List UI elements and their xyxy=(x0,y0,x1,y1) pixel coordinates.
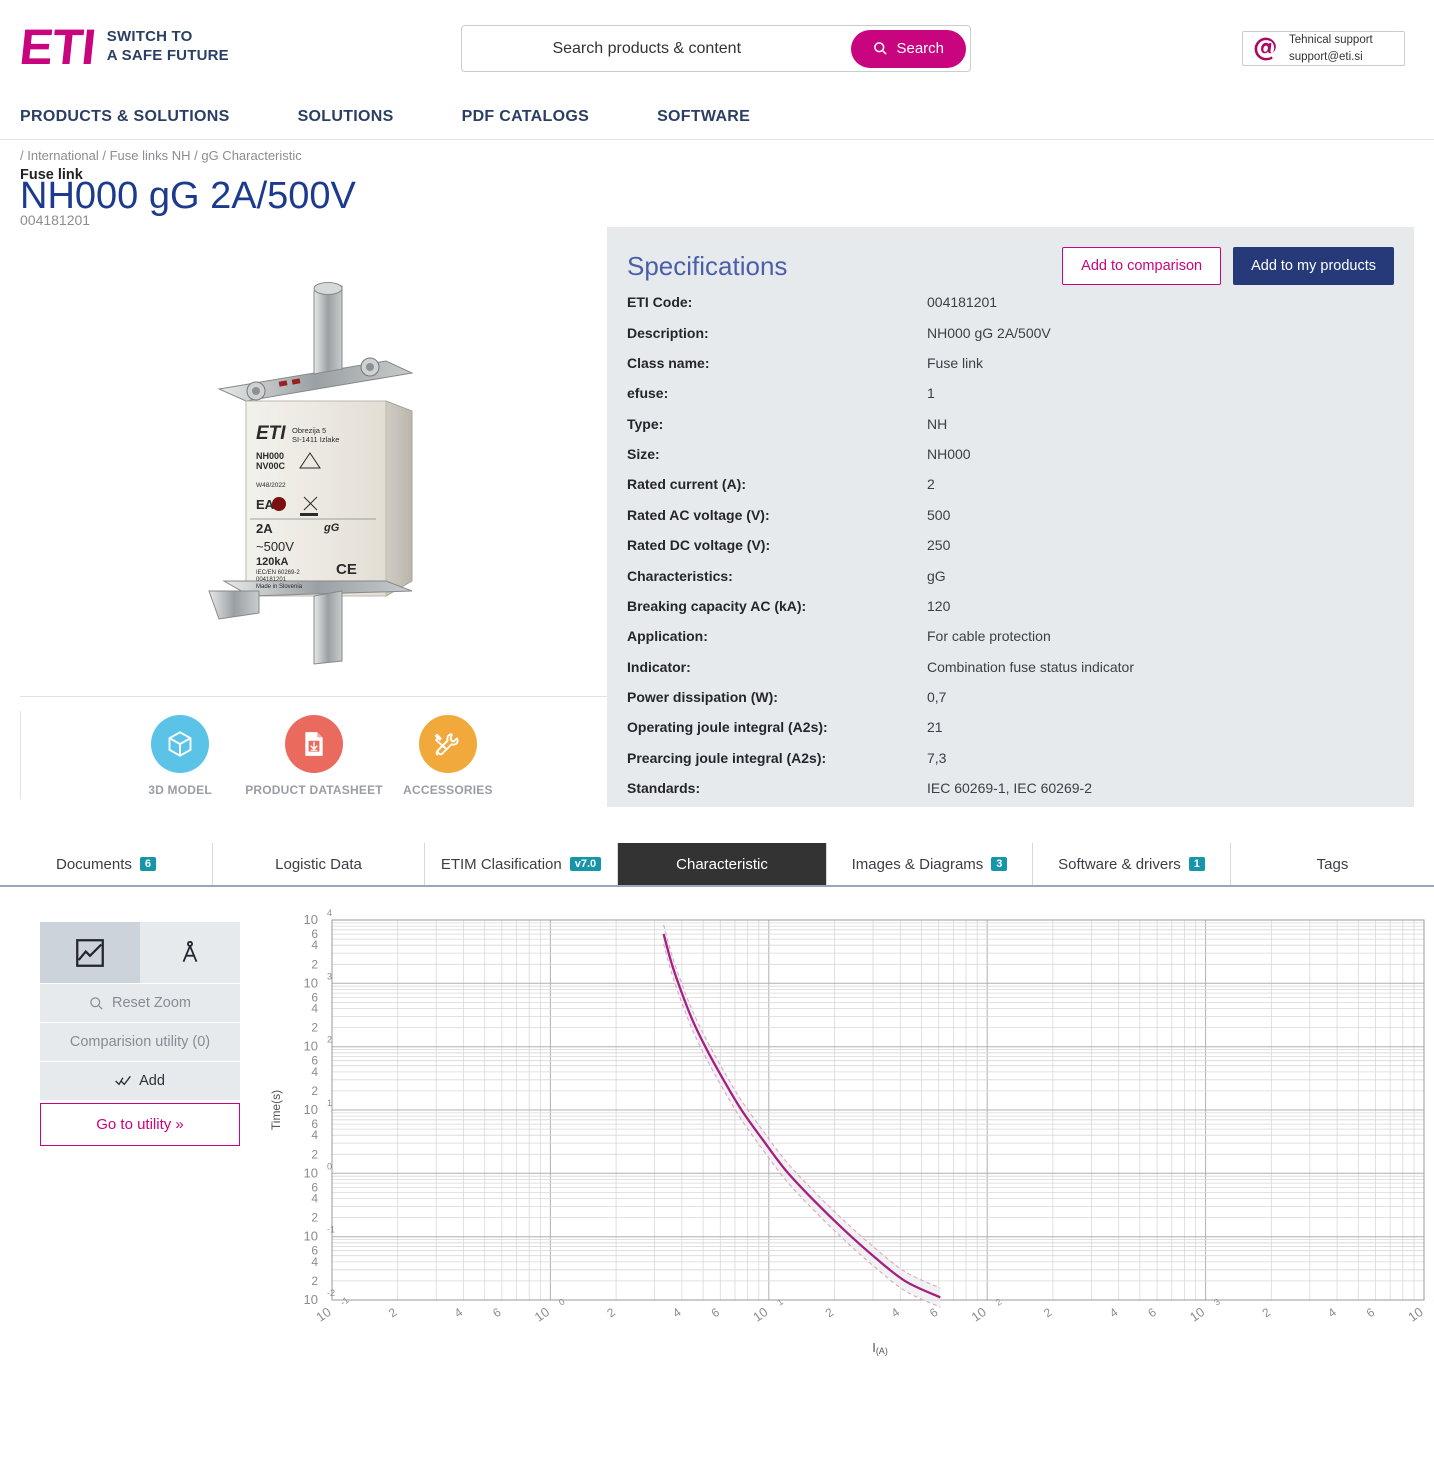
svg-text:IEC/EN 60269-2: IEC/EN 60269-2 xyxy=(256,570,300,576)
svg-text:4: 4 xyxy=(670,1305,684,1320)
svg-text:10: 10 xyxy=(304,1165,318,1180)
svg-text:10: 10 xyxy=(1405,1304,1425,1325)
svg-text:-1: -1 xyxy=(327,1225,335,1235)
svg-text:6: 6 xyxy=(311,1244,318,1258)
svg-text:10: 10 xyxy=(304,1229,318,1244)
svg-text:2: 2 xyxy=(1041,1305,1055,1320)
svg-text:6: 6 xyxy=(709,1305,723,1320)
svg-text:2: 2 xyxy=(311,1211,318,1225)
svg-text:10: 10 xyxy=(304,912,318,927)
svg-text:2A: 2A xyxy=(256,521,273,536)
svg-text:2: 2 xyxy=(604,1305,618,1320)
svg-text:10: 10 xyxy=(1187,1304,1207,1325)
svg-text:10: 10 xyxy=(304,975,318,990)
svg-text:CE: CE xyxy=(336,561,357,578)
svg-text:6: 6 xyxy=(1145,1305,1159,1320)
svg-text:10: 10 xyxy=(304,1102,318,1117)
svg-text:2: 2 xyxy=(327,1035,332,1045)
svg-text:10: 10 xyxy=(304,1292,318,1307)
svg-text:2: 2 xyxy=(1260,1305,1274,1320)
svg-text:6: 6 xyxy=(1364,1305,1378,1320)
svg-text:10: 10 xyxy=(532,1304,552,1325)
svg-text:2: 2 xyxy=(311,1021,318,1035)
svg-text:0: 0 xyxy=(327,1161,332,1171)
svg-text:10: 10 xyxy=(313,1304,333,1325)
svg-text:NH000: NH000 xyxy=(256,451,284,461)
svg-text:10: 10 xyxy=(750,1304,770,1325)
svg-text:NV00C: NV00C xyxy=(256,461,286,471)
svg-text:-2: -2 xyxy=(327,1288,335,1298)
svg-text:6: 6 xyxy=(927,1305,941,1320)
svg-text:10: 10 xyxy=(968,1304,988,1325)
svg-text:W48/2022: W48/2022 xyxy=(256,482,286,489)
svg-text:2: 2 xyxy=(311,1084,318,1098)
svg-text:2: 2 xyxy=(994,1297,1004,1308)
svg-text:3: 3 xyxy=(1212,1297,1222,1308)
svg-text:4: 4 xyxy=(889,1305,903,1320)
svg-text:Time(s): Time(s) xyxy=(269,1090,283,1130)
svg-text:6: 6 xyxy=(311,1054,318,1068)
svg-text:120kA: 120kA xyxy=(256,556,288,568)
svg-text:6: 6 xyxy=(311,927,318,941)
svg-text:1: 1 xyxy=(327,1098,332,1108)
svg-text:6: 6 xyxy=(311,1117,318,1131)
svg-text:3: 3 xyxy=(327,971,332,981)
svg-text:~500V: ~500V xyxy=(256,539,294,554)
svg-text:I(A): I(A) xyxy=(872,1340,888,1356)
svg-text:2: 2 xyxy=(386,1305,400,1320)
svg-text:10: 10 xyxy=(304,1039,318,1054)
svg-text:2: 2 xyxy=(823,1305,837,1320)
svg-text:6: 6 xyxy=(490,1305,504,1320)
svg-text:4: 4 xyxy=(1107,1305,1121,1320)
svg-text:Obrezija 5: Obrezija 5 xyxy=(292,426,326,435)
svg-text:gG: gG xyxy=(323,522,340,534)
svg-text:6: 6 xyxy=(311,1180,318,1194)
svg-text:2: 2 xyxy=(311,957,318,971)
svg-text:4: 4 xyxy=(1430,1297,1434,1308)
svg-text:4: 4 xyxy=(1325,1305,1339,1320)
svg-text:SI-1411 Izlake: SI-1411 Izlake xyxy=(292,435,339,444)
svg-text:Made in Slovenia: Made in Slovenia xyxy=(256,584,303,590)
svg-text:4: 4 xyxy=(452,1305,466,1320)
svg-text:ETI: ETI xyxy=(256,423,286,444)
svg-text:2: 2 xyxy=(311,1274,318,1288)
svg-text:4: 4 xyxy=(327,908,332,918)
svg-text:-1: -1 xyxy=(338,1295,350,1308)
svg-text:2: 2 xyxy=(311,1147,318,1161)
svg-text:1: 1 xyxy=(775,1297,785,1308)
svg-text:004181201: 004181201 xyxy=(256,577,287,583)
svg-text:0: 0 xyxy=(557,1297,567,1308)
svg-text:6: 6 xyxy=(311,990,318,1004)
